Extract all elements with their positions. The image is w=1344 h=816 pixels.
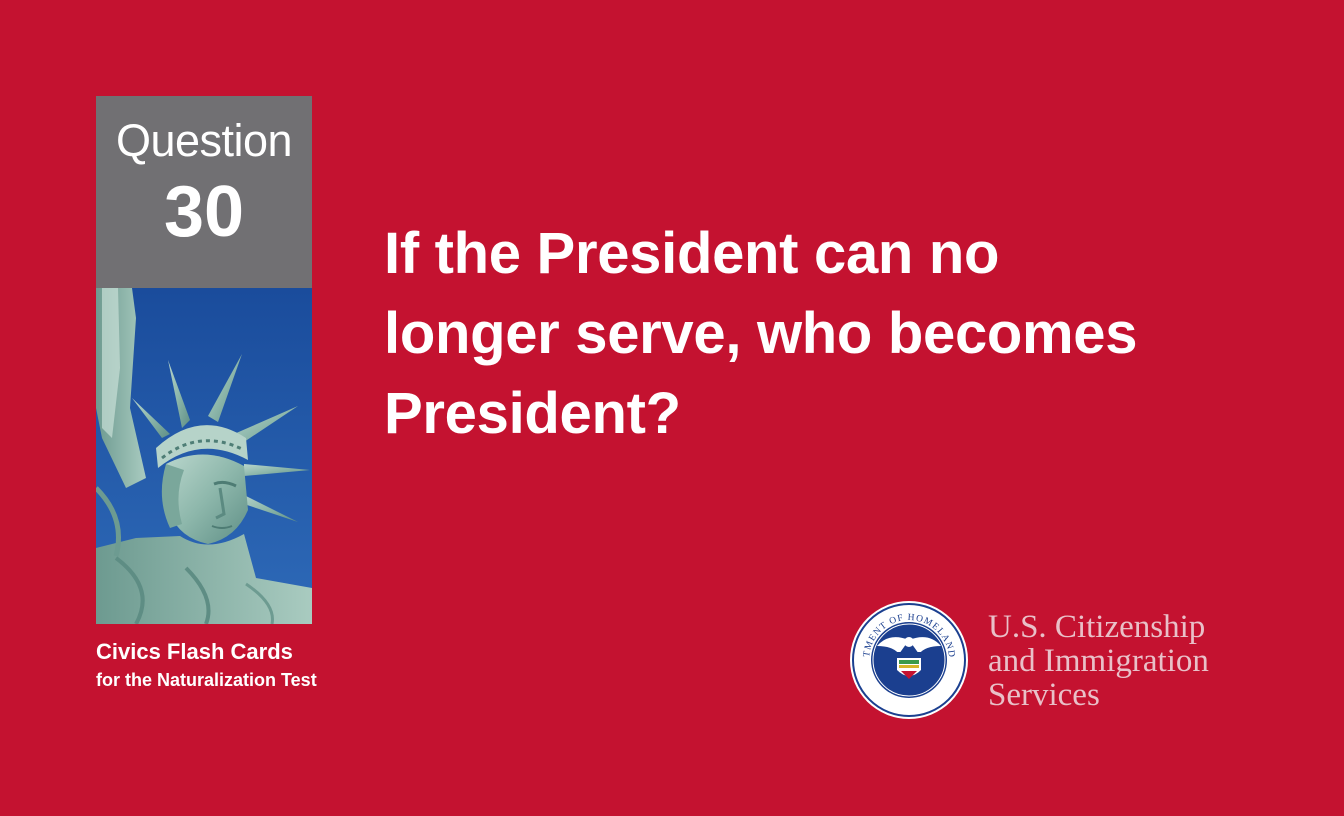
agency-name-line: Services — [988, 677, 1100, 713]
dhs-seal-icon: U.S. DEPARTMENT OF HOMELAND SECURITY — [845, 593, 969, 720]
agency-name-line: and Immigration — [988, 643, 1209, 679]
agency-name-line: U.S. Citizenship — [988, 609, 1206, 645]
question-line: If the President can no — [384, 221, 1000, 286]
question-number: 30 — [163, 172, 245, 252]
question-label: Question — [115, 115, 293, 166]
question-line: longer serve, who becomes — [384, 301, 1138, 366]
question-text: If the President can no longer serve, wh… — [384, 214, 1244, 454]
series-title: Civics Flash Cards — [96, 639, 293, 664]
question-badge: Question 30 — [96, 96, 312, 288]
agency-name: U.S. Citizenship and Immigration Service… — [988, 610, 1209, 712]
statue-of-liberty-photo — [96, 288, 312, 624]
question-line: President? — [384, 381, 681, 446]
series-subtitle: for the Naturalization Test — [96, 670, 317, 690]
